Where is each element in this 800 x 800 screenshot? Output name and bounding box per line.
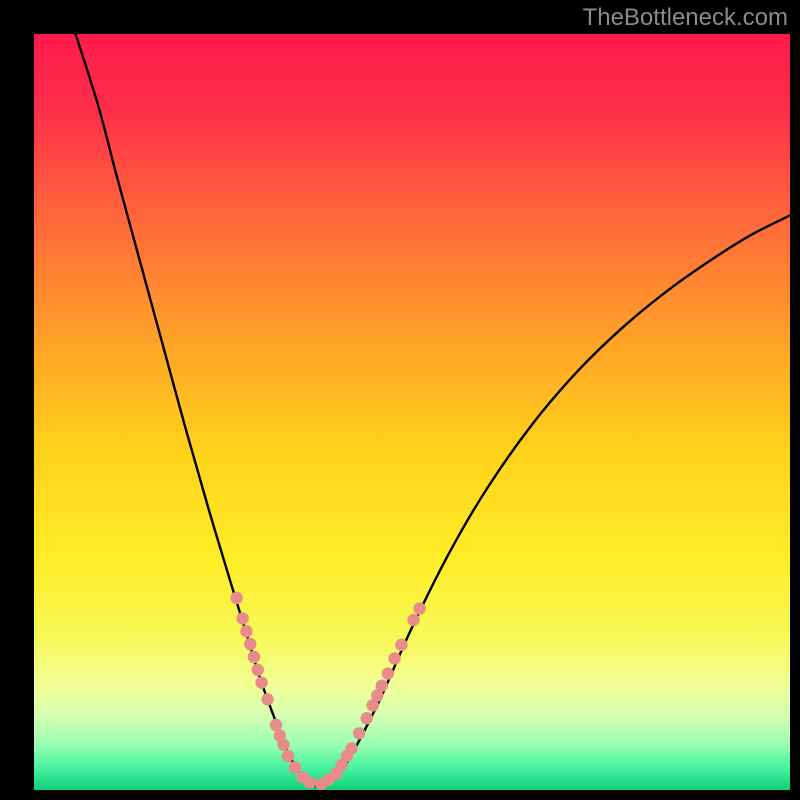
data-marker [282,750,294,762]
chart-container: TheBottleneck.com [0,0,800,800]
data-marker [407,614,419,626]
bottleneck-curve [76,34,790,786]
data-marker [261,693,273,705]
data-marker [252,664,264,676]
data-marker [248,651,260,663]
data-marker [244,638,256,650]
data-marker [413,602,425,614]
data-marker [345,742,357,754]
data-marker [304,776,316,788]
data-marker [277,738,289,750]
data-marker [230,592,242,604]
data-markers [230,592,425,790]
data-marker [382,667,394,679]
data-marker [353,727,365,739]
watermark-text: TheBottleneck.com [583,4,788,32]
data-marker [395,639,407,651]
data-marker [240,625,252,637]
curve-layer [34,34,790,790]
data-marker [255,676,267,688]
data-marker [236,612,248,624]
data-marker [376,679,388,691]
data-marker [289,761,301,773]
data-marker [388,652,400,664]
data-marker [270,719,282,731]
data-marker [360,712,372,724]
plot-area [34,34,790,790]
